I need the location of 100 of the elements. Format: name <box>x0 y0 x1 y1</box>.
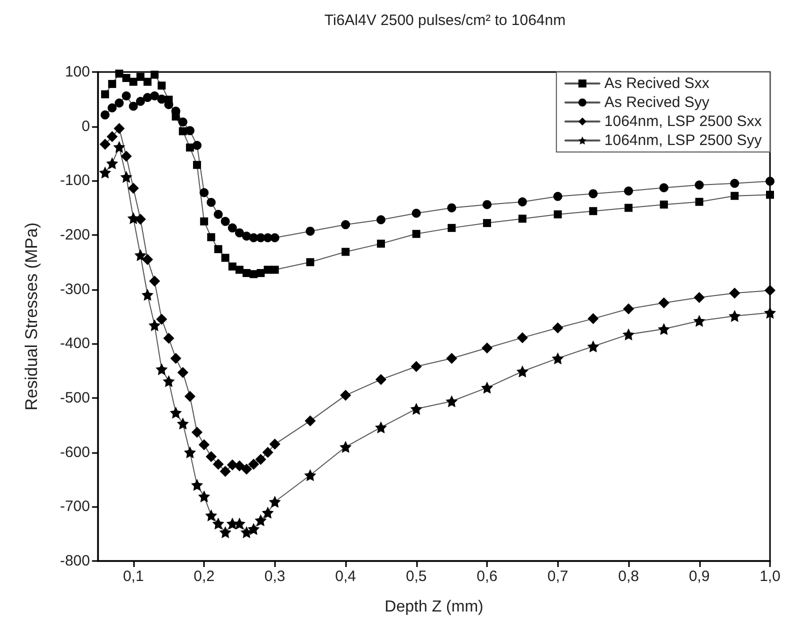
point <box>205 509 218 522</box>
point <box>142 254 154 265</box>
point <box>658 297 670 308</box>
point <box>304 415 316 426</box>
legend-label: As Recived Sxx <box>604 75 710 92</box>
point <box>234 460 245 472</box>
point <box>624 204 633 212</box>
point <box>376 240 385 248</box>
point <box>221 254 230 262</box>
point <box>554 210 562 218</box>
point <box>516 332 528 344</box>
point <box>730 178 740 188</box>
point <box>136 72 144 81</box>
point <box>693 314 706 327</box>
point <box>163 332 174 344</box>
point <box>729 288 740 299</box>
point <box>108 103 117 112</box>
point <box>193 160 202 169</box>
point <box>588 313 599 324</box>
point <box>178 117 188 126</box>
point <box>113 140 126 153</box>
point <box>120 170 132 183</box>
y-tick-label: 100 <box>64 64 90 80</box>
point <box>220 466 231 477</box>
y-tick-label: -800 <box>60 552 90 570</box>
point <box>764 306 776 319</box>
point <box>622 328 635 340</box>
point <box>242 232 252 241</box>
point <box>340 440 352 453</box>
point <box>142 288 154 301</box>
point <box>176 418 189 430</box>
point <box>306 226 315 236</box>
point <box>589 207 598 216</box>
point <box>446 352 458 364</box>
point <box>99 166 112 179</box>
point <box>270 233 280 242</box>
point <box>262 446 274 458</box>
point <box>150 91 160 100</box>
point <box>235 266 244 274</box>
point <box>219 526 232 538</box>
point <box>410 402 422 415</box>
y-tick-label: -300 <box>60 280 90 298</box>
point <box>269 438 280 450</box>
point <box>588 189 598 198</box>
point <box>100 110 110 120</box>
point <box>728 310 741 322</box>
point <box>412 208 421 218</box>
point <box>695 198 704 206</box>
y-tick-label: 0 <box>82 118 90 135</box>
point <box>144 78 152 86</box>
point <box>262 506 274 519</box>
point <box>200 188 209 198</box>
x-tick-label: 0,4 <box>335 568 356 585</box>
point <box>162 375 175 388</box>
point <box>122 74 130 82</box>
point <box>248 522 260 535</box>
point <box>186 144 194 152</box>
point <box>228 262 236 271</box>
point <box>256 269 265 278</box>
x-tick-label: 0,8 <box>618 568 639 585</box>
point <box>192 426 203 438</box>
point <box>448 224 456 232</box>
point <box>376 215 386 224</box>
x-tick-label: 0,1 <box>122 568 144 585</box>
point <box>108 80 116 88</box>
point <box>255 454 266 465</box>
point <box>170 406 182 419</box>
point <box>483 219 492 228</box>
point <box>306 258 314 266</box>
point <box>228 223 237 232</box>
point <box>127 212 140 224</box>
point <box>148 319 161 332</box>
point <box>129 78 138 86</box>
y-tick-label: -200 <box>60 226 90 244</box>
point <box>177 366 188 378</box>
point <box>447 203 456 212</box>
point <box>552 352 564 364</box>
point <box>412 230 420 238</box>
point <box>270 266 279 274</box>
point <box>341 220 350 230</box>
point <box>114 123 125 134</box>
point <box>212 518 224 530</box>
point <box>214 210 223 219</box>
point <box>764 284 776 296</box>
x-tick-label: 0,9 <box>688 568 710 585</box>
point <box>553 192 562 201</box>
x-tick-label: 0,6 <box>476 568 498 585</box>
x-axis-title: Depth Z (mm) <box>384 598 484 616</box>
point <box>694 292 705 303</box>
point <box>234 228 244 238</box>
legend-label: 1064nm, LSP 2500 Syy <box>604 132 762 149</box>
point <box>170 352 182 364</box>
point <box>184 390 196 402</box>
y-tick-label: -700 <box>60 498 90 516</box>
point <box>206 451 217 462</box>
point <box>200 217 208 226</box>
point <box>374 421 387 434</box>
point <box>766 176 774 186</box>
point <box>120 150 132 162</box>
point <box>516 365 528 378</box>
